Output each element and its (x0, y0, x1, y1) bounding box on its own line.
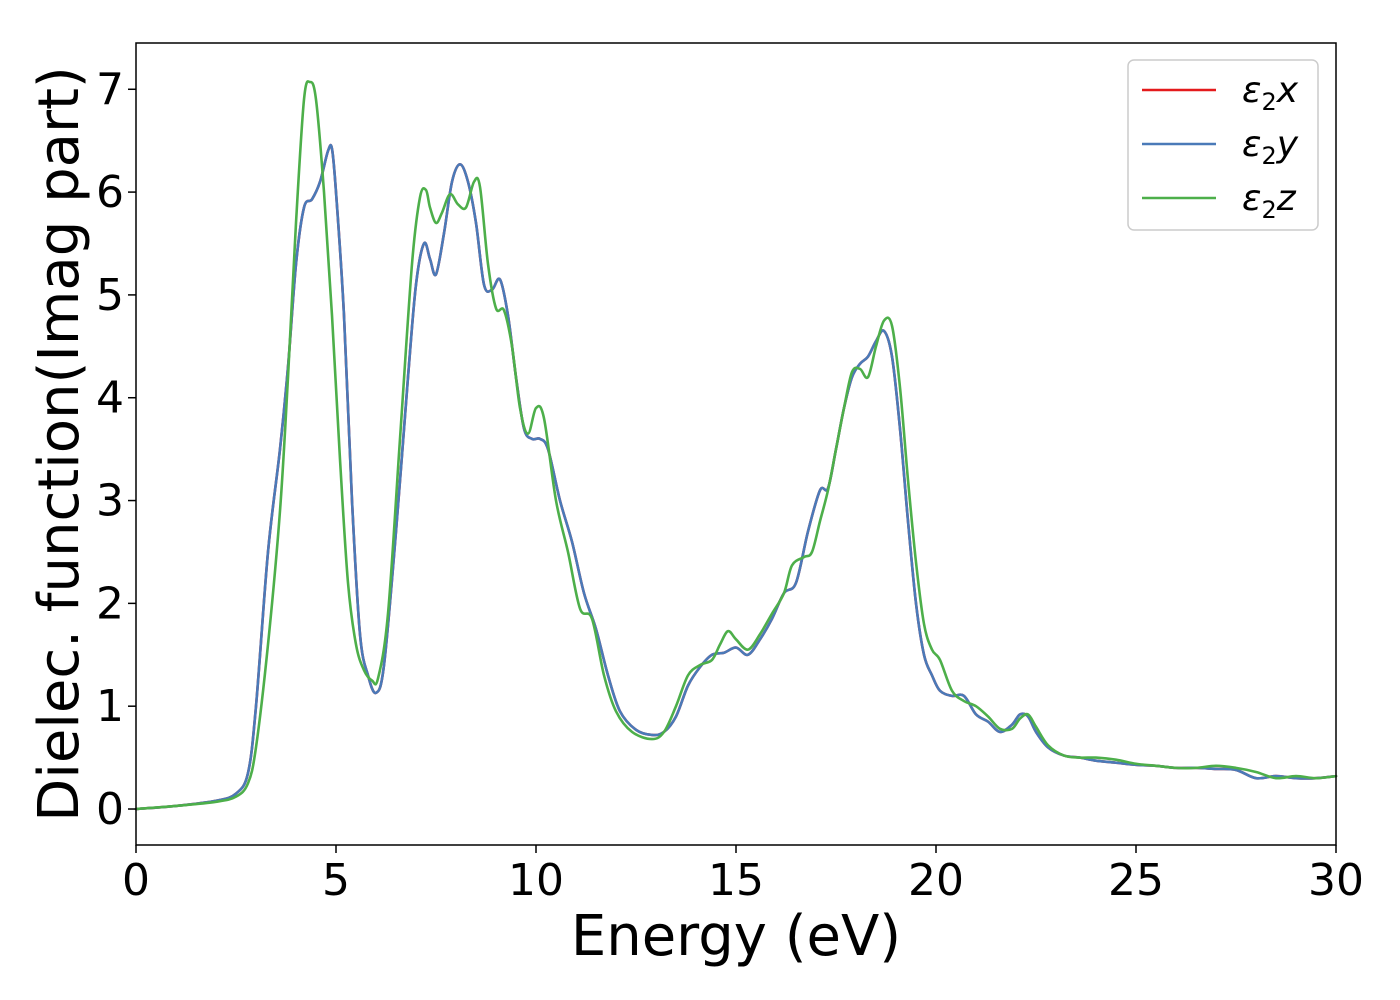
plot-lines (134, 80, 1338, 811)
y-tick-label: 0 (96, 784, 124, 835)
x-tick-label: 0 (122, 855, 150, 906)
y-tick-label: 4 (96, 373, 124, 424)
x-axis-label: Energy (eV) (571, 904, 901, 969)
y-tick-label: 1 (96, 681, 124, 732)
x-axis: 0 5 10 15 20 25 30 (122, 845, 1364, 906)
y-tick-label: 3 (96, 476, 124, 527)
x-tick-label: 20 (908, 855, 964, 906)
y-tick-label: 5 (96, 270, 124, 321)
x-tick-label: 5 (322, 855, 350, 906)
legend-box (1127, 59, 1319, 231)
x-tick-label: 10 (508, 855, 564, 906)
legend-label-z: ε2z (1242, 178, 1297, 224)
y-tick-label: 7 (96, 64, 124, 115)
y-tick-label: 2 (96, 578, 124, 629)
y-axis-label: Dielec. function(Imag part) (27, 66, 92, 822)
x-tick-label: 15 (708, 855, 764, 906)
legend-label-y: ε2y (1242, 124, 1299, 170)
y-tick-label: 6 (96, 167, 124, 218)
series-line-z (134, 80, 1338, 811)
x-tick-label: 25 (1108, 855, 1164, 906)
legend-label-x: ε2x (1242, 70, 1299, 116)
x-tick-label: 30 (1308, 855, 1364, 906)
y-axis: 0 1 2 3 4 5 6 7 (96, 64, 136, 835)
legend: ε2x ε2y ε2z (1127, 59, 1319, 231)
